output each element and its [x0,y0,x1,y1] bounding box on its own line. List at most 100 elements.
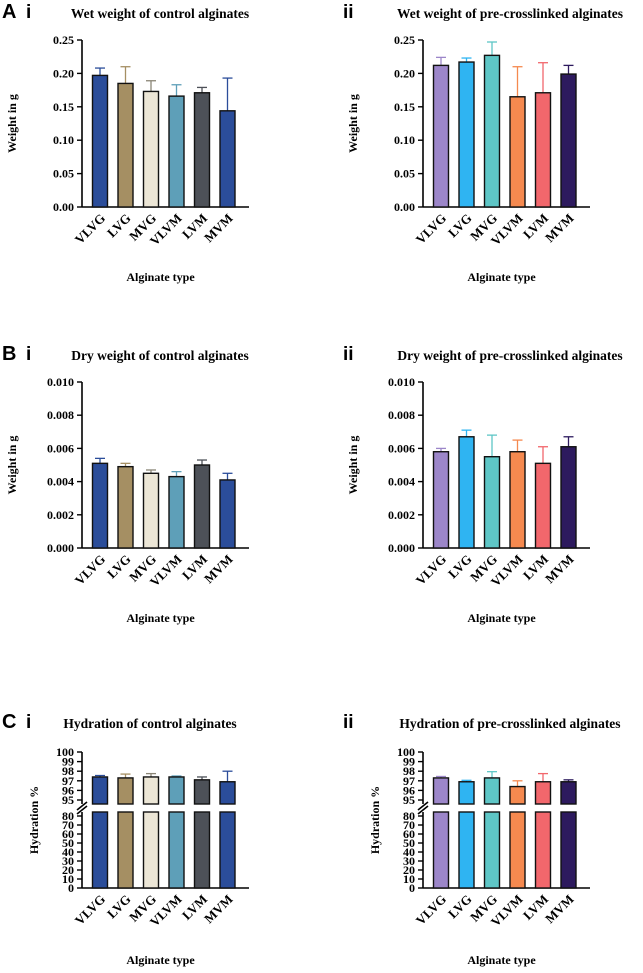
chart-cii-y-axis-title: Hydration % [368,786,382,854]
chart-bii-bar [432,451,450,549]
chart-bi-x-axis-title: Alginate type [126,611,195,625]
chart-ci-y-tick-label: 98 [62,764,74,778]
chart-aii-title: Wet weight of pre-crosslinked alginates [397,6,623,21]
chart-cii-x-axis-title: Alginate type [467,953,536,967]
chart-bi-bar [193,464,211,549]
chart-aii-x-axis-title: Alginate type [467,270,536,284]
chart-cii-bar-upper [534,781,552,805]
chart-ai-bar [142,90,160,208]
chart-bi-bar [117,465,134,549]
chart-ci-y-tick-label: 97 [62,774,74,788]
chart-cii-bar-lower [509,811,526,889]
chart-bi-y-tick-label: 0.000 [47,541,74,555]
chart-ai-bar [168,95,185,208]
chart-cii-bar-upper [432,777,450,805]
chart-bii-y-tick-label: 0.004 [388,475,415,489]
chart-ci-bar-upper [91,776,109,805]
chart-ci-axis-break-mark [76,805,88,815]
chart-ci-title: Hydration of control alginates [63,716,236,731]
chart-aii-y-tick-label: 0.25 [394,33,415,47]
chart-ci-y-tick-label: 10 [62,872,74,886]
chart-cii-y-tick-label: 10 [403,872,415,886]
panel-letter-b: B [2,343,16,365]
chart-aii-bar [483,54,501,208]
chart-bii-bar [560,446,577,549]
chart-aii-category-label: VLVG [413,211,449,247]
chart-aii-bar [509,96,526,208]
sub-label-c-ii: ii [343,712,354,733]
chart-bii-y-tick-label: 0.000 [388,541,415,555]
chart-bi-bar [142,472,160,549]
chart-ci-y-tick-label: 96 [62,783,74,797]
sub-label-c-i: i [26,712,31,733]
chart-bi-category-label: VLVG [72,552,108,588]
chart-bi-y-axis-title: Weight in g [5,436,19,495]
chart-cii-y-tick-label: 30 [403,854,415,868]
chart-ai: Wet weight of control alginates 0.00 0.05 0… [5,6,249,284]
chart-ci-y-tick-label: 99 [62,755,74,769]
chart-ci-y-tick-label: 30 [62,854,74,868]
panel-letter-a: A [2,1,16,23]
sub-label-a-ii: ii [343,2,354,23]
chart-cii-category-label: VLVG [413,892,449,928]
chart-bii-y-tick-label: 0.008 [388,408,415,422]
chart-ci-bar-lower [142,811,160,889]
chart-cii-y-tick-label: 80 [403,809,415,823]
chart-ci-bar-upper [219,781,236,805]
chart-cii-y-tick-label: 70 [403,818,415,832]
chart-ai-bar [117,82,134,208]
chart-bii: Dry weight of pre-crosslinked alginates 0… [346,348,623,625]
chart-bi-y-tick-label: 0.002 [47,508,74,522]
chart-ai-bar [91,74,109,208]
chart-cii-y-tick-label: 0 [409,881,415,895]
chart-ci-y-tick-label: 95 [62,793,74,807]
chart-bi-y-tick-label: 0.010 [47,375,74,389]
chart-cii-y-tick-label: 20 [403,863,415,877]
chart-aii-y-axis-title: Weight in g [346,94,360,153]
chart-bii-bar [483,456,501,549]
chart-cii-y-tick-label: 40 [403,845,415,859]
chart-ci-bar-upper [142,776,160,805]
chart-cii-bar-upper [483,777,501,805]
chart-aii-bar [432,64,450,208]
chart-ai-y-tick-label: 0.25 [53,33,74,47]
chart-bii-y-axis-title: Weight in g [346,436,360,495]
chart-ci-y-axis-title: Hydration % [27,786,41,854]
chart-cii-y-tick-label: 100 [397,745,415,759]
chart-ai-y-tick-label: 0.15 [53,100,74,114]
panel-letter-c: C [2,711,16,733]
chart-bii-bar [509,451,526,549]
chart-aii-bar [458,61,475,208]
chart-cii-category-label: MVM [542,892,577,927]
chart-bii-y-tick-label: 0.006 [388,441,415,455]
chart-bii-y-tick-label: 0.002 [388,508,415,522]
chart-ci-y-tick-label: 20 [62,863,74,877]
chart-cii-bar-lower [483,811,501,889]
chart-ci-bar-upper [193,779,211,805]
charts-layer: Wet weight of control alginates 0.00 0.05 0… [5,6,623,967]
chart-bi-y-tick-label: 0.004 [47,475,74,489]
chart-ci-y-tick-label: 0 [68,881,74,895]
chart-cii-bar-lower [432,811,450,889]
chart-cii-bar-upper [509,785,526,805]
chart-ci-category-label: MVM [201,892,236,927]
chart-ci-category-label: VLVG [72,892,108,928]
sub-label-b-i: i [26,344,31,365]
chart-bi-category-label: MVM [201,552,236,587]
chart-bii-bar [458,436,475,549]
chart-bi-bar [91,462,109,549]
chart-cii-bar-lower [458,811,475,889]
chart-ai-y-tick-label: 0.20 [53,66,74,80]
chart-bi-y-tick-label: 0.006 [47,441,74,455]
chart-ci-bar-lower [168,811,185,889]
chart-aii-y-tick-label: 0.00 [394,200,415,214]
chart-cii-axis-break-mark [417,805,429,815]
chart-bii-category-label: VLVG [413,552,449,588]
chart-cii: Hydration of pre-crosslinked alginates 95… [368,716,621,967]
chart-bii-x-axis-title: Alginate type [467,611,536,625]
chart-cii-y-tick-label: 60 [403,827,415,841]
chart-ai-bar [219,110,236,208]
chart-ci-bar-upper [117,777,134,805]
chart-ai-title: Wet weight of control alginates [71,6,249,21]
chart-ci-bar-lower [91,811,109,889]
